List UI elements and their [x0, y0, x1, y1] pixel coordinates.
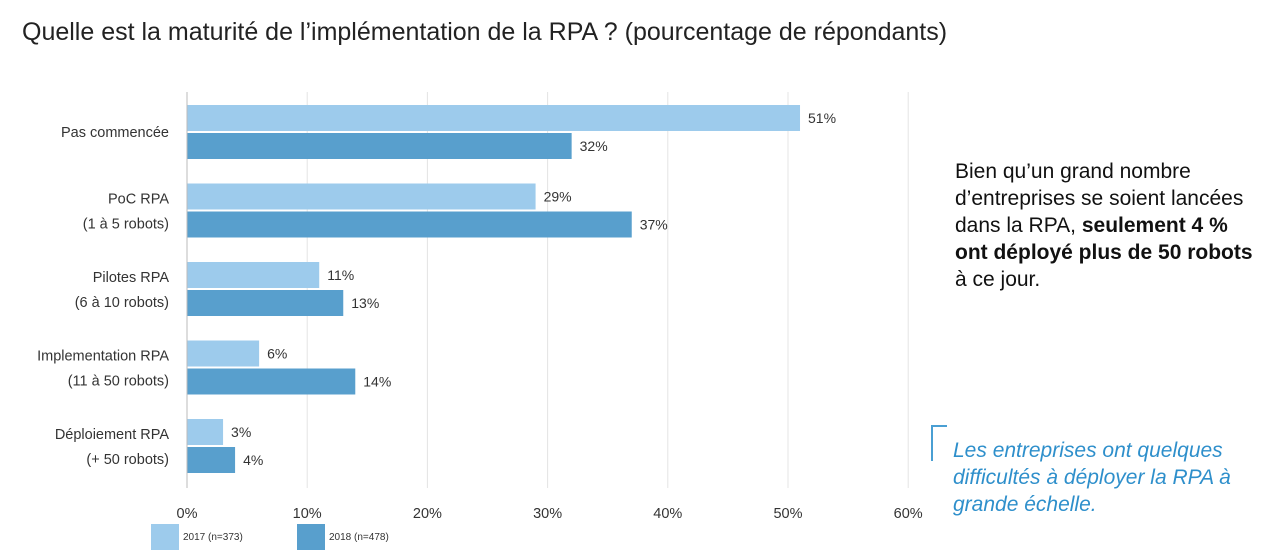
x-tick-label-2: 20%	[413, 506, 442, 522]
x-tick-label-4: 40%	[653, 506, 682, 522]
side-note-highlight: seulement 4 % ont déployé plus de 50 rob…	[955, 214, 1253, 264]
data-label-2017-0: 51%	[808, 110, 836, 126]
category-label-1-line-0: PoC RPA	[108, 192, 169, 208]
bar-2017-4	[187, 419, 224, 445]
bar-2017-0	[187, 105, 801, 131]
legend-swatch-2018	[297, 524, 325, 550]
bar-2017-3	[187, 340, 260, 367]
data-label-2018-4: 4%	[243, 452, 263, 468]
legend-label-2018: 2018 (n=478)	[329, 531, 389, 543]
legend-item-2017: 2017 (n=373)	[151, 524, 243, 550]
data-label-2018-0: 32%	[580, 138, 608, 154]
bar-2018-2	[187, 290, 344, 316]
bar-2017-1	[187, 183, 536, 210]
x-tick-label-5: 50%	[773, 506, 802, 522]
category-label-2-line-0: Pilotes RPA	[93, 270, 170, 286]
legend-swatch-2017	[151, 524, 179, 550]
category-label-0-line-0: Pas commencée	[61, 125, 169, 141]
legend-item-2018: 2018 (n=478)	[297, 524, 389, 550]
bar-2018-3	[187, 368, 356, 395]
quote-bracket-icon	[931, 425, 947, 461]
category-label-4-line-1: (+ 50 robots)	[86, 452, 169, 468]
bar-chart: 51% 32% Pas commencée 29% 37% PoC RPA (1 à 5 r…	[37, 92, 923, 522]
x-tick-label-0: 0%	[177, 506, 198, 522]
side-note: Bien qu’un grand nombre d’entreprises se…	[955, 158, 1260, 293]
data-label-2017-4: 3%	[231, 424, 251, 440]
bar-2018-4	[187, 447, 236, 473]
data-label-2017-3: 6%	[267, 346, 287, 362]
data-label-2018-2: 13%	[351, 295, 379, 311]
data-label-2017-1: 29%	[544, 189, 572, 205]
data-label-2018-1: 37%	[640, 217, 668, 233]
x-tick-label-3: 30%	[533, 506, 562, 522]
category-label-2-line-1: (6 à 10 robots)	[75, 295, 169, 311]
chart-title: Quelle est la maturité de l’implémentati…	[22, 18, 948, 46]
category-label-3-line-1: (11 à 50 robots)	[68, 374, 169, 390]
bar-2018-0	[187, 133, 572, 159]
quote-text: Les entreprises ont quelques difficultés…	[953, 439, 1231, 516]
data-label-2018-3: 14%	[363, 374, 391, 390]
x-tick-label-1: 10%	[293, 506, 322, 522]
category-label-4-line-0: Déploiement RPA	[55, 427, 170, 443]
category-label-3-line-0: Implementation RPA	[37, 349, 169, 365]
bar-2018-1	[187, 211, 632, 238]
data-label-2017-2: 11%	[327, 267, 354, 283]
side-note-text-2: à ce jour.	[955, 268, 1041, 291]
x-tick-label-6: 60%	[894, 506, 923, 522]
bar-2017-2	[187, 262, 320, 288]
side-note-text-1: Bien qu’un grand nombre d’entreprises se…	[955, 160, 1244, 237]
legend-label-2017: 2017 (n=373)	[183, 531, 243, 543]
category-label-1-line-1: (1 à 5 robots)	[83, 217, 169, 233]
